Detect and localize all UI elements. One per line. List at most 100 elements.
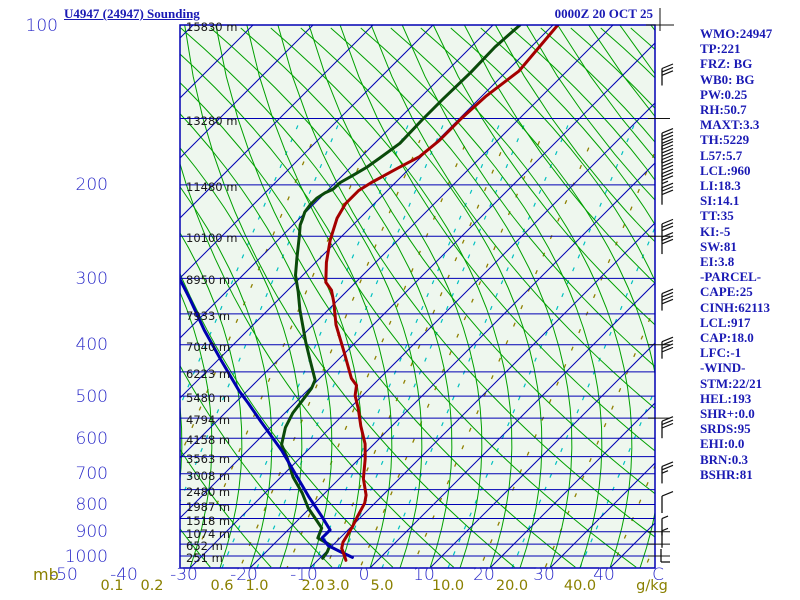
chart-datetime: 0000Z 20 OCT 25	[554, 6, 653, 21]
pressure-tick-label: 500	[75, 386, 108, 407]
pressure-tick-label: 600	[75, 428, 108, 449]
mixing-ratio-tick-label: 0.1	[100, 578, 124, 594]
mixing-ratio-tick-label: 20.0	[495, 578, 529, 594]
mixing-ratio-tick-label: 10.0	[431, 578, 465, 594]
wind-barb-full	[661, 225, 674, 232]
stat-line: TH:5229	[700, 132, 750, 148]
wind-barb-half	[661, 527, 669, 532]
stat-line: LCL:917	[700, 314, 751, 330]
stat-line: CINH:62113	[700, 299, 771, 315]
stat-line: SHR+:0.0	[700, 406, 755, 422]
height-label: 11480 m	[186, 179, 238, 194]
stat-line: STM:22/21	[700, 375, 763, 391]
height-label: 652 m	[186, 539, 223, 554]
stat-line: EI:3.8	[700, 254, 735, 270]
wind-barb-full	[661, 419, 674, 426]
mixing-ratio-tick-label: 0.6	[210, 578, 234, 594]
stat-line: HEL:193	[700, 390, 752, 406]
wind-barb-full	[661, 291, 674, 298]
wind-barb-full	[661, 490, 674, 497]
pressure-tick-label: 800	[75, 495, 108, 516]
wind-barb-full	[661, 343, 674, 350]
mixing-ratio-tick-label: 40.0	[563, 578, 597, 594]
wind-barb-full	[661, 154, 674, 161]
wind-barb-full	[661, 128, 674, 134]
pressure-tick-label: 900	[75, 522, 108, 543]
wind-barb-full	[661, 235, 674, 242]
mixing-ratio-tick-label: 1.0	[245, 578, 269, 594]
height-label: 3008 m	[186, 468, 231, 483]
stat-line: CAP:18.0	[700, 330, 754, 346]
wind-barb-full	[661, 144, 674, 151]
stat-line: FRZ: BG	[700, 56, 753, 72]
stat-line: WB0: BG	[700, 71, 755, 87]
height-label: 7933 m	[186, 308, 231, 323]
height-label: 8950 m	[186, 273, 231, 288]
stat-line: EHI:0.0	[700, 436, 745, 452]
height-label: 7040 m	[186, 339, 231, 354]
wet_bulb-curve	[280, 25, 522, 560]
pressure-tick-label: 300	[75, 268, 108, 289]
mixing-ratio-unit-label: g/kg	[636, 578, 668, 594]
wind-barb-full	[661, 168, 674, 175]
pressure-tick-label: 100	[25, 15, 58, 36]
temp-tick-label: 20	[473, 565, 495, 585]
temp-tick-label: -30	[170, 565, 198, 585]
wind-barb-full	[661, 157, 674, 164]
wind-barb-half	[661, 180, 669, 185]
pressure-axis-unit-label: mb	[33, 565, 59, 584]
wind-barb-full	[661, 422, 674, 429]
chart-title: U4947 (24947) Sounding	[64, 6, 200, 21]
wind-barb-full	[661, 461, 674, 467]
mixing-ratio-tick-label: 3.0	[326, 578, 350, 594]
wind-barb-full	[661, 298, 674, 305]
temp-axis-unit-label: C	[652, 565, 664, 585]
wind-barb-full	[661, 288, 674, 295]
temp-tick-label: -10	[290, 565, 318, 585]
stat-line: LI:18.3	[700, 178, 741, 194]
stat-line: KI:-5	[700, 223, 731, 239]
wind-barb-full	[661, 336, 674, 343]
stat-line: L57:5.7	[700, 147, 743, 163]
wind-barb-full	[661, 131, 674, 138]
temp-tick-label: 10	[413, 565, 435, 585]
pressure-tick-label: 200	[75, 175, 108, 196]
wind-barb-full	[661, 416, 674, 422]
temp-tick-label: 40	[593, 565, 615, 585]
pressure-tick-label: 400	[75, 335, 108, 356]
pressure-tick-label: 700	[75, 464, 108, 485]
wind-barb-full	[661, 346, 674, 353]
height-label: 5480 m	[186, 391, 231, 406]
stat-line: RH:50.7	[700, 102, 747, 118]
height-label: 4794 m	[186, 413, 231, 428]
stat-line: LFC:-1	[700, 345, 742, 361]
wind-barb-full	[661, 238, 674, 245]
height-label: 4158 m	[186, 433, 231, 448]
wind-barb-full	[661, 171, 674, 178]
stat-line: BRN:0.3	[700, 451, 749, 467]
wind-barb-full	[661, 189, 674, 196]
stat-line: SW:81	[700, 238, 737, 254]
pressure-tick-label: 1000	[64, 546, 108, 567]
height-label: 1987 m	[186, 499, 231, 514]
stat-line: CAPE:25	[700, 284, 753, 300]
stat-line: -PARCEL-	[700, 269, 762, 285]
height-label: 13280 m	[186, 113, 238, 128]
wind-barb-full	[661, 138, 674, 144]
stat-line: WMO:24947	[700, 26, 773, 41]
height-label: 10100 m	[186, 231, 238, 246]
dewpoint-curve	[180, 276, 354, 559]
temperature-curve	[324, 25, 560, 562]
wind-barb-full	[661, 70, 674, 76]
wind-barb-full	[661, 63, 674, 70]
stat-line: -WIND-	[700, 360, 746, 376]
wind-barb-full	[661, 66, 674, 73]
wind-barb-full	[661, 161, 674, 167]
temp-tick-label: 30	[533, 565, 555, 585]
mixing-ratio-tick-label: 0.2	[140, 578, 164, 594]
temp-tick-label: 0	[358, 565, 370, 585]
temp-tick-label: -50	[50, 565, 78, 585]
wind-barb-full	[661, 151, 674, 157]
